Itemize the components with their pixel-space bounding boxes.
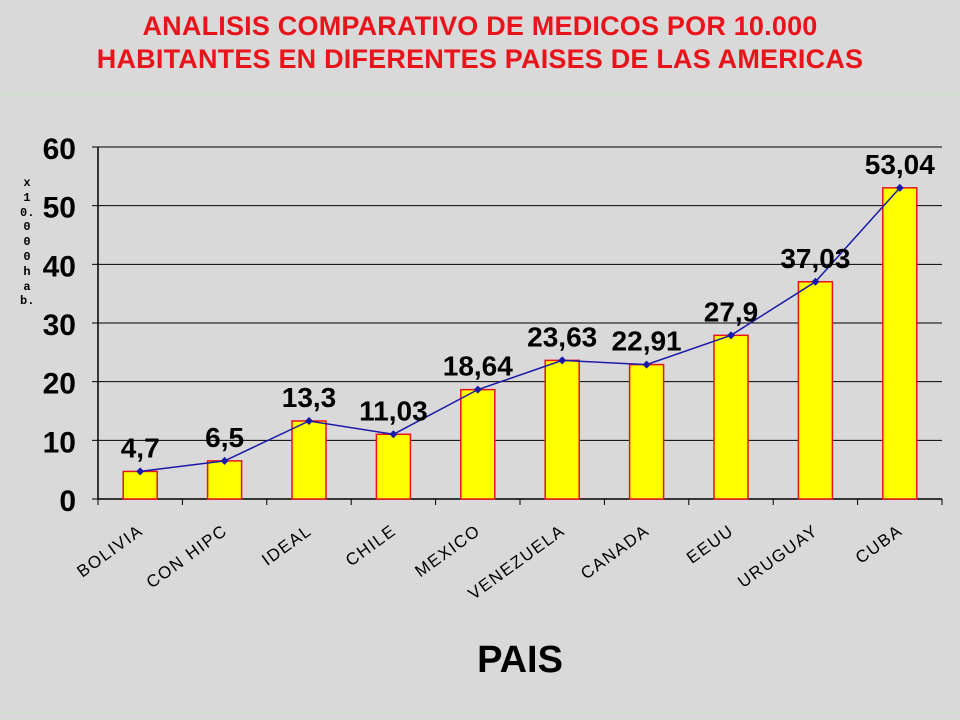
bar-chile <box>375 433 412 500</box>
y-tick-label-10: 10 <box>43 426 76 459</box>
x-tick-label-canada: CANADA <box>577 521 653 583</box>
data-label-uruguay: 37,03 <box>780 243 850 274</box>
data-label-mexico: 18,64 <box>443 351 513 382</box>
trend-point-venezuela <box>558 356 567 365</box>
bar-canada <box>628 363 665 500</box>
bar-cuba <box>882 187 918 500</box>
y-axis-label: x 10.000 hab. <box>20 176 35 309</box>
bar-mexico <box>460 388 496 500</box>
data-label-con-hipc: 6,5 <box>205 422 244 453</box>
data-label-ideal: 13,3 <box>282 382 337 413</box>
trend-point-con-hipc <box>220 456 229 465</box>
data-labels: 4,7 6,5 13,3 11,03 18,64 23,63 22,91 27,9 37,03 5… <box>121 149 936 464</box>
chart-title-line-1: ANALISIS COMPARATIVO DE MEDICOS POR 10.0… <box>142 11 818 41</box>
data-label-cuba: 53,04 <box>865 149 935 180</box>
title-divider <box>0 94 960 95</box>
trend-point-cuba <box>895 183 904 192</box>
bar-bolivia <box>122 470 158 500</box>
y-tick-labels: 0 10 20 30 40 50 60 <box>43 133 76 518</box>
x-tick-label-mexico: MEXICO <box>411 521 484 581</box>
data-label-eeuu: 27,9 <box>704 296 759 327</box>
trend-point-bolivia <box>136 467 145 476</box>
bottom-divider <box>0 712 960 713</box>
data-label-canada: 22,91 <box>612 326 682 357</box>
bar-venezuela <box>544 359 580 500</box>
x-axis-label: PAIS <box>477 639 563 681</box>
y-tick-label-40: 40 <box>43 250 76 283</box>
x-tick-label-uruguay: URUGUAY <box>734 521 821 592</box>
bar-uruguay <box>797 281 834 500</box>
y-tick-label-0: 0 <box>59 485 76 518</box>
x-tick-label-bolivia: BOLIVIA <box>73 521 146 581</box>
trend-point-eeuu <box>727 331 735 340</box>
trend-line <box>136 183 904 476</box>
data-label-chile: 11,03 <box>359 395 428 426</box>
x-tick-label-chile: CHILE <box>342 521 400 570</box>
trend-polyline <box>140 187 901 473</box>
trend-point-ideal <box>305 416 313 425</box>
trend-point-mexico <box>473 385 482 394</box>
x-tick-label-eeuu: EEUU <box>683 521 737 568</box>
data-label-venezuela: 23,63 <box>527 321 597 352</box>
data-label-bolivia: 4,7 <box>121 432 160 463</box>
y-tick-label-20: 20 <box>43 368 76 401</box>
y-tick-label-60: 60 <box>43 133 76 166</box>
y-tick-label-30: 30 <box>43 309 76 342</box>
chart-title: ANALISIS COMPARATIVO DE MEDICOS POR 10.0… <box>0 10 960 76</box>
x-tick-label-ideal: IDEAL <box>258 521 315 570</box>
x-tick-label-con-hipc: CON HIPC <box>143 521 231 592</box>
bar-eeuu <box>713 334 749 500</box>
trend-point-chile <box>389 430 398 439</box>
trend-point-uruguay <box>811 277 820 286</box>
y-tick-label-50: 50 <box>43 192 76 225</box>
chart-title-line-2: HABITANTES EN DIFERENTES PAISES DE LAS A… <box>96 44 864 74</box>
trend-point-canada <box>642 360 651 369</box>
bar-con-hipc <box>206 460 243 500</box>
x-tick-label-cuba: CUBA <box>852 521 906 568</box>
bar-ideal <box>291 420 327 500</box>
